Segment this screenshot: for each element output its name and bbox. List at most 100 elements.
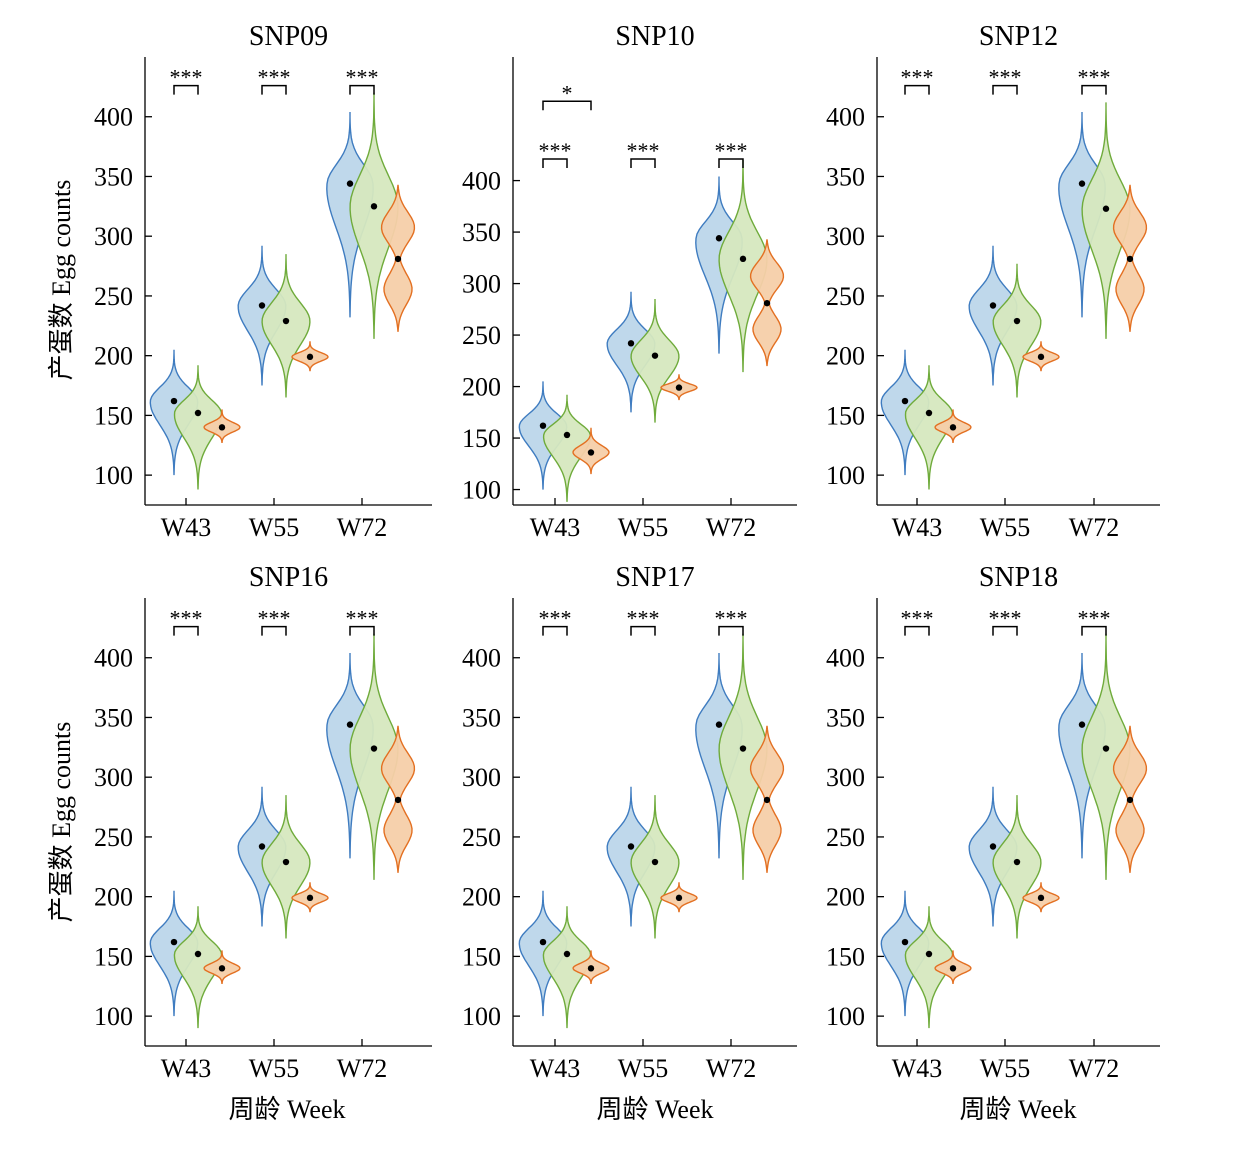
median-point: [989, 843, 997, 850]
y-tick-label: 300: [462, 763, 501, 792]
significance-label: ***: [1078, 65, 1111, 90]
y-tick-label: 300: [462, 270, 501, 299]
y-tick-label: 100: [826, 1002, 865, 1031]
median-point: [1013, 317, 1021, 325]
significance-bracket: [630, 158, 656, 168]
significance-bracket: [173, 84, 199, 95]
x-tick-label: W43: [530, 513, 581, 542]
median-point: [394, 796, 402, 804]
significance-bracket: [992, 625, 1018, 636]
median-point: [989, 302, 997, 309]
significance-bracket: [349, 84, 375, 95]
significance-bracket: [1081, 625, 1107, 636]
violin-green-w72: [1081, 102, 1131, 339]
panel-title: SNP16: [249, 562, 328, 593]
significance-label: ***: [539, 606, 572, 631]
median-point: [1078, 721, 1086, 728]
significance-label: ***: [989, 65, 1022, 90]
median-point: [763, 299, 771, 307]
y-tick-label: 400: [826, 644, 865, 673]
significance-bracket: [173, 625, 199, 636]
median-point: [346, 721, 354, 728]
x-tick-label: W72: [706, 1054, 757, 1083]
violin-green-w43: [542, 394, 592, 502]
median-point: [170, 397, 178, 405]
significance-bracket: [542, 158, 568, 168]
panel-snp09: SNP09 100 150 200 250 300 350 400 W43 W55 W72 *** **…: [94, 21, 432, 542]
significance-label: ***: [901, 606, 934, 631]
median-point: [1013, 858, 1021, 866]
median-point: [675, 384, 683, 391]
median-point: [587, 449, 595, 456]
significance-label: ***: [170, 606, 203, 631]
median-point: [1126, 255, 1134, 263]
significance-label: ***: [715, 606, 748, 631]
median-point: [651, 352, 659, 359]
median-point: [651, 858, 659, 866]
median-point: [170, 938, 178, 946]
y-tick-label: 300: [826, 763, 865, 792]
x-tick-label: W55: [618, 513, 669, 542]
median-point: [627, 843, 635, 850]
y-tick-label: 100: [94, 461, 133, 490]
y-tick-label: 200: [462, 373, 501, 402]
median-point: [901, 397, 909, 405]
significance-label: ***: [539, 138, 572, 163]
panel-snp17: SNP17 100 150 200 250 300 350 400 W43 W55 W72 *** **…: [462, 562, 797, 1083]
violin-green-w43: [904, 365, 954, 490]
median-point: [346, 180, 354, 187]
panel-title: SNP09: [249, 21, 328, 52]
median-point: [1126, 796, 1134, 804]
median-point: [218, 424, 226, 431]
violin-green-w55: [261, 254, 311, 398]
median-point: [925, 409, 933, 417]
y-axis-label-bottom: 产蛋数 Egg counts: [47, 722, 76, 923]
violin-green-w55: [261, 795, 311, 939]
median-point: [282, 858, 290, 866]
median-point: [282, 317, 290, 325]
y-tick-label: 250: [94, 282, 133, 311]
median-point: [587, 965, 595, 972]
significance-label: ***: [989, 606, 1022, 631]
median-point: [258, 302, 266, 309]
y-tick-label: 350: [826, 162, 865, 191]
y-tick-label: 100: [826, 461, 865, 490]
violin-green-w55: [992, 263, 1042, 398]
x-tick-label: W72: [706, 513, 757, 542]
significance-label: *: [562, 80, 573, 105]
y-tick-label: 250: [826, 823, 865, 852]
violin-green-w72: [1081, 633, 1131, 880]
y-tick-label: 150: [826, 401, 865, 430]
y-tick-label: 350: [462, 218, 501, 247]
median-point: [763, 796, 771, 804]
significance-bracket: [904, 84, 930, 95]
significance-label: ***: [627, 138, 660, 163]
median-point: [675, 894, 683, 902]
median-point: [306, 353, 314, 361]
violin-green-w43: [173, 906, 223, 1029]
median-point: [563, 950, 571, 958]
median-point: [925, 950, 933, 958]
y-tick-label: 250: [94, 823, 133, 852]
y-tick-label: 100: [462, 1002, 501, 1031]
x-tick-label: W55: [980, 1054, 1031, 1083]
y-tick-label: 100: [462, 476, 501, 505]
significance-bracket: [992, 84, 1018, 95]
panel-title: SNP17: [615, 562, 694, 593]
panel-title: SNP12: [979, 21, 1058, 52]
y-tick-label: 250: [826, 282, 865, 311]
median-point: [258, 843, 266, 850]
y-tick-label: 200: [826, 883, 865, 912]
significance-bracket: [718, 158, 744, 168]
significance-label: ***: [258, 65, 291, 90]
median-point: [218, 965, 226, 972]
y-tick-label: 400: [94, 103, 133, 132]
significance-bracket: [542, 100, 592, 111]
x-axis-label-left: 周龄 Week: [228, 1095, 345, 1124]
x-tick-label: W43: [161, 513, 212, 542]
significance-label: ***: [346, 65, 379, 90]
significance-bracket: [718, 625, 744, 636]
